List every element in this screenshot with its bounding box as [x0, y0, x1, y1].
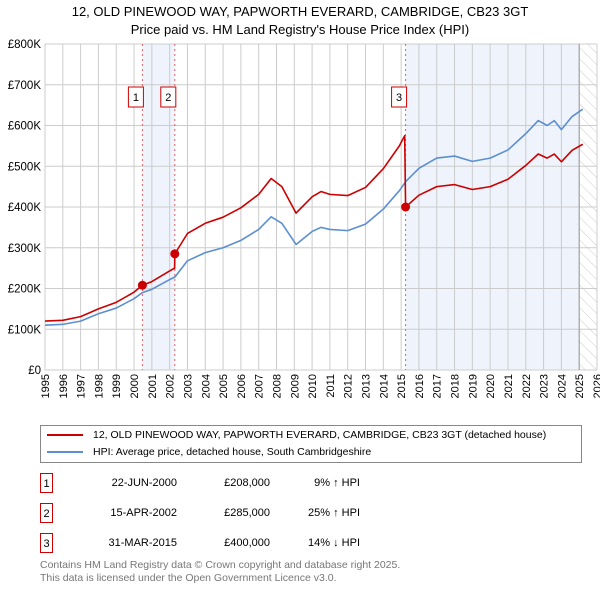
x-tick-label: 2000 — [129, 374, 141, 398]
x-tick-label: 2021 — [503, 374, 515, 398]
sale-date: 15-APR-2002 — [110, 507, 177, 519]
sale-point — [170, 249, 180, 259]
x-tick-label: 2012 — [343, 374, 355, 398]
attribution-line: Contains HM Land Registry data © Crown c… — [40, 559, 401, 571]
x-tick-label: 2019 — [467, 374, 479, 398]
chart-title: 12, OLD PINEWOOD WAY, PAPWORTH EVERARD, … — [0, 3, 600, 39]
x-tick-label: 2003 — [182, 374, 194, 398]
legend-swatch-blue — [47, 451, 83, 454]
x-tick-label: 2013 — [361, 374, 373, 398]
x-tick-label: 2002 — [165, 374, 177, 398]
sale-label-box — [391, 86, 408, 108]
x-tick-label: 2020 — [485, 374, 497, 398]
x-tick-label: 2025 — [574, 374, 586, 398]
y-tick-label: £500K — [8, 161, 42, 173]
sale-point — [401, 202, 411, 212]
x-tick-label: 2004 — [200, 374, 212, 398]
y-tick-label: £400K — [8, 202, 42, 214]
title-line: 12, OLD PINEWOOD WAY, PAPWORTH EVERARD, … — [71, 4, 529, 19]
sale-label: 1 — [133, 92, 139, 104]
y-tick-label: £200K — [8, 284, 42, 296]
x-tick-label: 2026 — [592, 374, 600, 398]
sale-label: 2 — [165, 92, 171, 104]
sale-marker-badge: 1 — [40, 473, 53, 493]
sale-label-box — [160, 86, 177, 108]
legend-item-hpi: HPI: Average price, detached house, Sout… — [47, 444, 371, 460]
x-tick-label: 2014 — [378, 374, 390, 398]
x-tick-label: 1995 — [40, 374, 52, 398]
y-tick-label: £800K — [8, 39, 42, 51]
x-tick-label: 2006 — [236, 374, 248, 398]
x-tick-label: 1998 — [93, 374, 105, 398]
y-tick-label: £300K — [8, 243, 42, 255]
plot-area: 1995 1996 1997 1998 1999 2000 2001 2002 2003 2004… — [8, 39, 600, 398]
legend-label: HPI: Average price, detached house, Sout… — [93, 446, 372, 458]
x-tick-label: 1999 — [111, 374, 123, 398]
sale-marker-badge: 2 — [40, 503, 53, 523]
subtitle-line: Price paid vs. HM Land Registry's House … — [130, 22, 470, 37]
sale-price: £285,000 — [224, 507, 270, 519]
sale-label-box — [127, 86, 144, 108]
y-tick-label: £700K — [8, 80, 42, 92]
legend-item-property: 12, OLD PINEWOOD WAY, PAPWORTH EVERARD, … — [47, 427, 546, 443]
attribution: Contains HM Land Registry data © Crown c… — [40, 559, 400, 585]
price-line — [44, 134, 584, 322]
sale-price: £208,000 — [224, 477, 270, 489]
x-tick-label: 2023 — [539, 374, 551, 398]
sale-label: 3 — [396, 92, 402, 104]
x-tick-label: 2015 — [396, 374, 408, 398]
x-tick-label: 2016 — [414, 374, 426, 398]
x-tick-label: 1997 — [76, 374, 88, 398]
x-tick-label: 2024 — [556, 374, 568, 398]
sale-hpi-diff: 25% ↑ HPI — [308, 507, 360, 519]
x-tick-label: 2017 — [432, 374, 444, 398]
sale-date: 31-MAR-2015 — [108, 537, 177, 549]
x-tick-label: 2018 — [450, 374, 462, 398]
x-tick-label: 2005 — [218, 374, 230, 398]
sale-marker-badge: 3 — [40, 533, 53, 553]
x-tick-label: 2007 — [254, 374, 266, 398]
legend-swatch-red — [47, 434, 83, 437]
x-tick-label: 1996 — [58, 374, 70, 398]
y-tick-label: £600K — [8, 121, 42, 133]
x-tick-label: 2001 — [147, 374, 159, 398]
x-tick-label: 2011 — [325, 374, 337, 398]
x-tick-label: 2010 — [307, 374, 319, 398]
x-tick-label: 2022 — [521, 374, 533, 398]
sale-point — [137, 280, 147, 290]
sale-hpi-diff: 14% ↓ HPI — [308, 537, 360, 549]
legend-label: 12, OLD PINEWOOD WAY, PAPWORTH EVERARD, … — [93, 429, 547, 441]
sale-hpi-diff: 9% ↑ HPI — [314, 477, 360, 489]
x-tick-label: 2009 — [289, 374, 301, 398]
x-tick-label: 2008 — [271, 374, 283, 398]
y-tick-label: £0 — [28, 365, 41, 377]
hpi-line — [44, 108, 584, 326]
attribution-line: This data is licensed under the Open Gov… — [40, 572, 337, 584]
sale-price: £400,000 — [224, 537, 270, 549]
sale-date: 22-JUN-2000 — [111, 477, 177, 489]
y-tick-label: £100K — [8, 324, 42, 336]
legend: 12, OLD PINEWOOD WAY, PAPWORTH EVERARD, … — [40, 425, 582, 463]
